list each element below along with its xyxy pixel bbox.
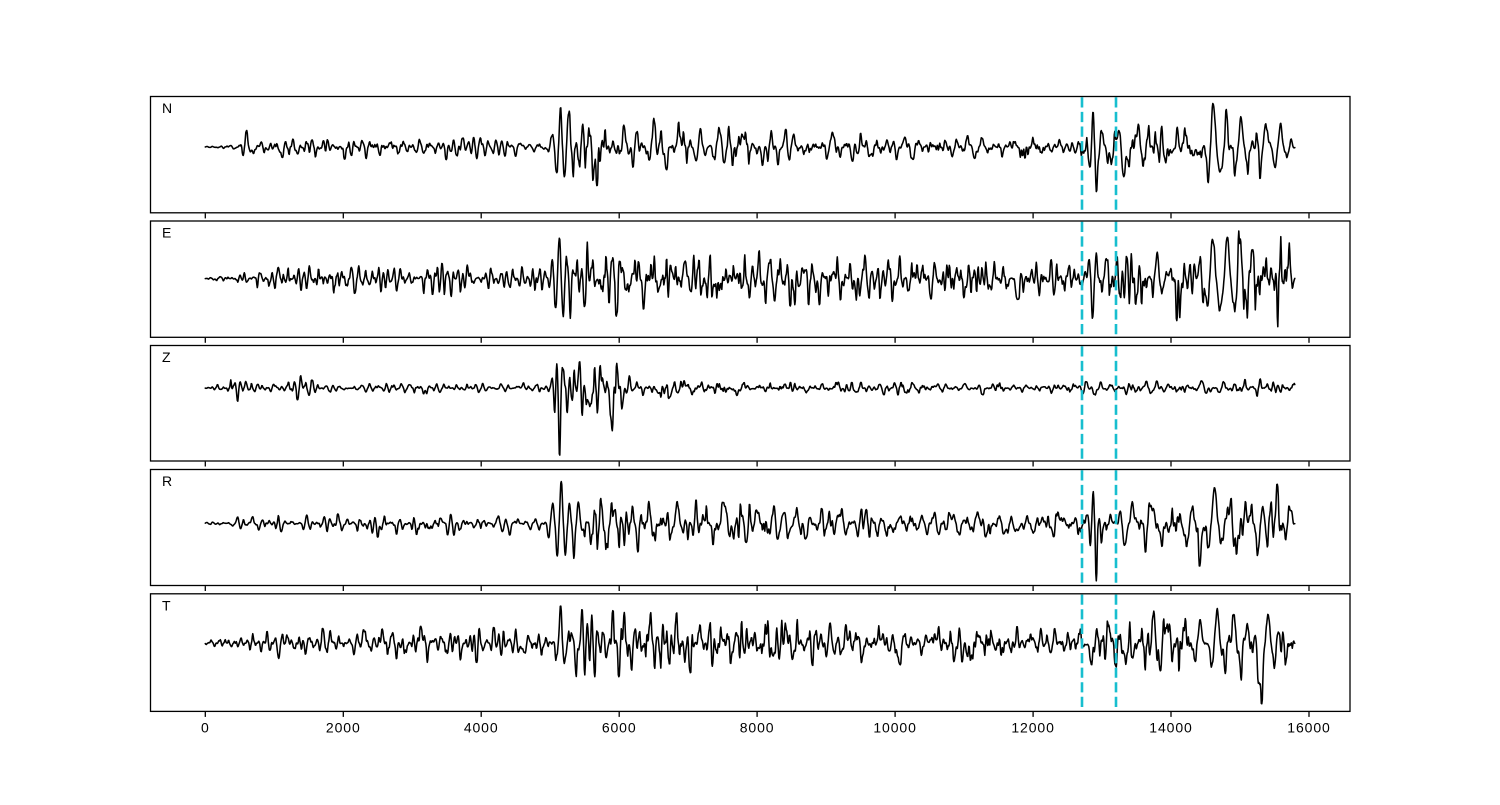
svg-text:R: R	[162, 473, 172, 489]
svg-text:E: E	[162, 225, 171, 241]
svg-text:16000: 16000	[1287, 720, 1330, 736]
svg-text:2000: 2000	[326, 720, 361, 736]
svg-text:T: T	[162, 597, 171, 613]
svg-text:6000: 6000	[602, 720, 637, 736]
svg-text:N: N	[162, 100, 172, 116]
svg-text:10000: 10000	[873, 720, 916, 736]
svg-text:0: 0	[201, 720, 210, 736]
svg-text:Z: Z	[162, 349, 171, 365]
svg-text:12000: 12000	[1011, 720, 1054, 736]
svg-text:14000: 14000	[1149, 720, 1192, 736]
svg-text:8000: 8000	[740, 720, 775, 736]
svg-text:4000: 4000	[464, 720, 499, 736]
